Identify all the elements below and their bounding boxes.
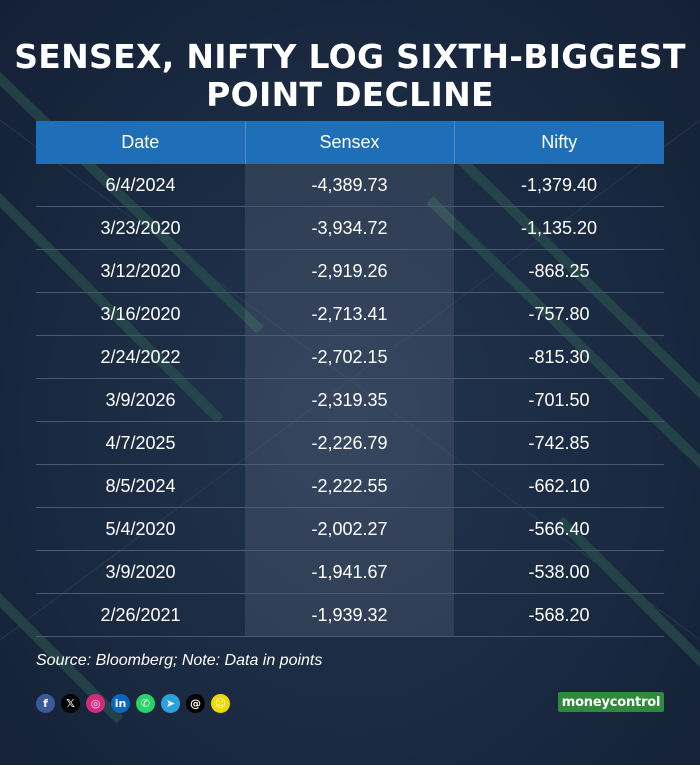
threads-icon[interactable]: @	[186, 694, 205, 713]
table-row: 3/9/2026 -2,319.35 -701.50	[36, 378, 664, 422]
whatsapp-icon[interactable]: ✆	[136, 694, 155, 713]
cell-nifty: -742.85	[454, 421, 664, 465]
cell-nifty: -868.25	[454, 249, 664, 293]
instagram-icon[interactable]: ◎	[86, 694, 105, 713]
header-sensex: Sensex	[244, 121, 454, 164]
cell-date: 3/9/2020	[36, 550, 245, 594]
facebook-icon[interactable]: f	[36, 694, 55, 713]
table-row: 6/4/2024 -4,389.73 -1,379.40	[36, 164, 664, 207]
table-row: 3/12/2020 -2,919.26 -868.25	[36, 249, 664, 293]
cell-sensex: -2,226.79	[245, 421, 454, 465]
moneycontrol-logo: moneycontrol	[558, 692, 664, 712]
table-header-row: Date Sensex Nifty	[36, 121, 664, 164]
cell-sensex: -2,713.41	[245, 292, 454, 336]
table-row: 5/4/2020 -2,002.27 -566.40	[36, 507, 664, 551]
cell-sensex: -2,222.55	[245, 464, 454, 508]
cell-date: 2/26/2021	[36, 593, 245, 637]
title-line-2: POINT DECLINE	[206, 75, 494, 114]
cell-date: 3/16/2020	[36, 292, 245, 336]
cell-sensex: -4,389.73	[245, 164, 454, 207]
social-icons: f 𝕏 ◎ in ✆ ➤ @ ☺	[36, 694, 230, 713]
cell-date: 2/24/2022	[36, 335, 245, 379]
title-line-1: SENSEX, NIFTY LOG SIXTH-BIGGEST	[14, 37, 686, 76]
cell-nifty: -568.20	[454, 593, 664, 637]
table-row: 3/16/2020 -2,713.41 -757.80	[36, 292, 664, 336]
cell-sensex: -2,702.15	[245, 335, 454, 379]
x-icon[interactable]: 𝕏	[61, 694, 80, 713]
table-body: 6/4/2024 -4,389.73 -1,379.40 3/23/2020 -3,93…	[36, 164, 664, 637]
telegram-icon[interactable]: ➤	[161, 694, 180, 713]
cell-date: 4/7/2025	[36, 421, 245, 465]
cell-date: 3/9/2026	[36, 378, 245, 422]
cell-sensex: -2,919.26	[245, 249, 454, 293]
source-note: Source: Bloomberg; Note: Data in points	[36, 652, 323, 669]
cell-sensex: -2,319.35	[245, 378, 454, 422]
cell-nifty: -1,379.40	[454, 164, 664, 207]
cell-sensex: -3,934.72	[245, 206, 454, 250]
table-row: 3/9/2020 -1,941.67 -538.00	[36, 550, 664, 594]
cell-nifty: -538.00	[454, 550, 664, 594]
header-date: Date	[36, 121, 245, 164]
cell-nifty: -757.80	[454, 292, 664, 336]
linkedin-icon[interactable]: in	[111, 694, 130, 713]
cell-nifty: -815.30	[454, 335, 664, 379]
cell-nifty: -662.10	[454, 464, 664, 508]
chart-title: SENSEX, NIFTY LOG SIXTH-BIGGEST POINT DE…	[0, 38, 700, 114]
cell-date: 8/5/2024	[36, 464, 245, 508]
cell-date: 3/23/2020	[36, 206, 245, 250]
header-nifty: Nifty	[453, 121, 664, 164]
snapchat-icon[interactable]: ☺	[211, 694, 230, 713]
table-row: 2/24/2022 -2,702.15 -815.30	[36, 335, 664, 379]
table-row: 4/7/2025 -2,226.79 -742.85	[36, 421, 664, 465]
table-row: 8/5/2024 -2,222.55 -662.10	[36, 464, 664, 508]
cell-sensex: -1,939.32	[245, 593, 454, 637]
cell-sensex: -1,941.67	[245, 550, 454, 594]
table-row: 3/23/2020 -3,934.72 -1,135.20	[36, 206, 664, 250]
table-row: 2/26/2021 -1,939.32 -568.20	[36, 593, 664, 637]
cell-nifty: -1,135.20	[454, 206, 664, 250]
cell-nifty: -566.40	[454, 507, 664, 551]
cell-date: 5/4/2020	[36, 507, 245, 551]
cell-sensex: -2,002.27	[245, 507, 454, 551]
cell-date: 6/4/2024	[36, 164, 245, 207]
data-table: Date Sensex Nifty 6/4/2024 -4,389.73 -1,37…	[36, 121, 664, 637]
cell-nifty: -701.50	[454, 378, 664, 422]
cell-date: 3/12/2020	[36, 249, 245, 293]
